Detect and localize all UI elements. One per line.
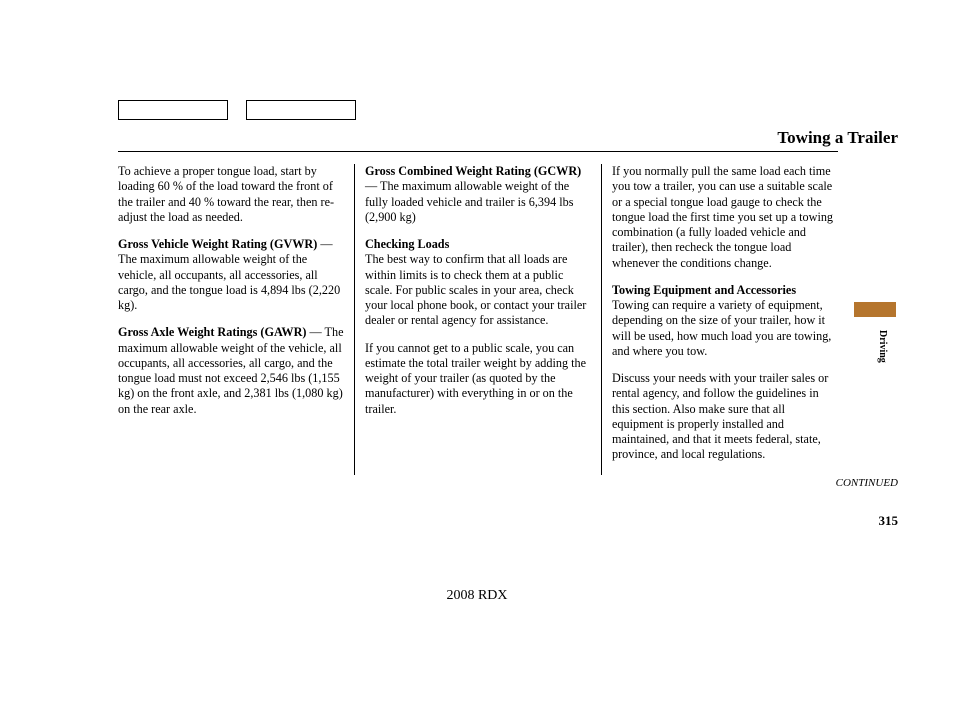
footer-model-year: 2008 RDX	[0, 588, 954, 604]
column-1: To achieve a proper tongue load, start b…	[118, 164, 355, 475]
paragraph: Gross Vehicle Weight Rating (GVWR)The ma…	[118, 237, 344, 313]
page-header: Towing a Trailer	[118, 128, 838, 152]
paragraph: Towing Equipment and Accessories Towing …	[612, 283, 838, 359]
dash	[365, 179, 380, 193]
dash	[306, 325, 324, 339]
page-title: Towing a Trailer	[118, 128, 898, 148]
heading-gvwr: Gross Vehicle Weight Rating (GVWR)	[118, 237, 317, 251]
top-link-boxes	[118, 100, 838, 120]
section-tab	[854, 302, 896, 317]
paragraph: Gross Combined Weight Rating (GCWR)The m…	[365, 164, 591, 225]
continued-label: CONTINUED	[118, 477, 898, 489]
paragraph: Checking Loads The best way to confirm t…	[365, 237, 591, 329]
paragraph: Discuss your needs with your trailer sal…	[612, 371, 838, 463]
body-text: The maximum allowable weight of the full…	[365, 179, 574, 224]
heading-gawr: Gross Axle Weight Ratings (GAWR)	[118, 325, 306, 339]
page-number: 315	[118, 513, 898, 529]
heading-checking-loads: Checking Loads	[365, 237, 449, 251]
paragraph: Gross Axle Weight Ratings (GAWR)The maxi…	[118, 325, 344, 417]
paragraph: To achieve a proper tongue load, start b…	[118, 164, 344, 225]
link-box-2[interactable]	[246, 100, 356, 120]
body-text: Towing can require a variety of equipmen…	[612, 298, 831, 358]
dash	[317, 237, 332, 251]
column-2: Gross Combined Weight Rating (GCWR)The m…	[355, 164, 602, 475]
section-label: Driving	[877, 330, 888, 363]
content-columns: To achieve a proper tongue load, start b…	[118, 164, 838, 475]
heading-gcwr: Gross Combined Weight Rating (GCWR)	[365, 164, 581, 178]
document-page: Towing a Trailer To achieve a proper ton…	[118, 100, 838, 529]
column-3: If you normally pull the same load each …	[602, 164, 838, 475]
link-box-1[interactable]	[118, 100, 228, 120]
body-text: The maximum allowable weight of the vehi…	[118, 252, 340, 312]
paragraph: If you normally pull the same load each …	[612, 164, 838, 271]
paragraph: If you cannot get to a public scale, you…	[365, 341, 591, 417]
heading-towing-equipment: Towing Equipment and Accessories	[612, 283, 796, 297]
body-text: The best way to confirm that all loads a…	[365, 252, 586, 327]
